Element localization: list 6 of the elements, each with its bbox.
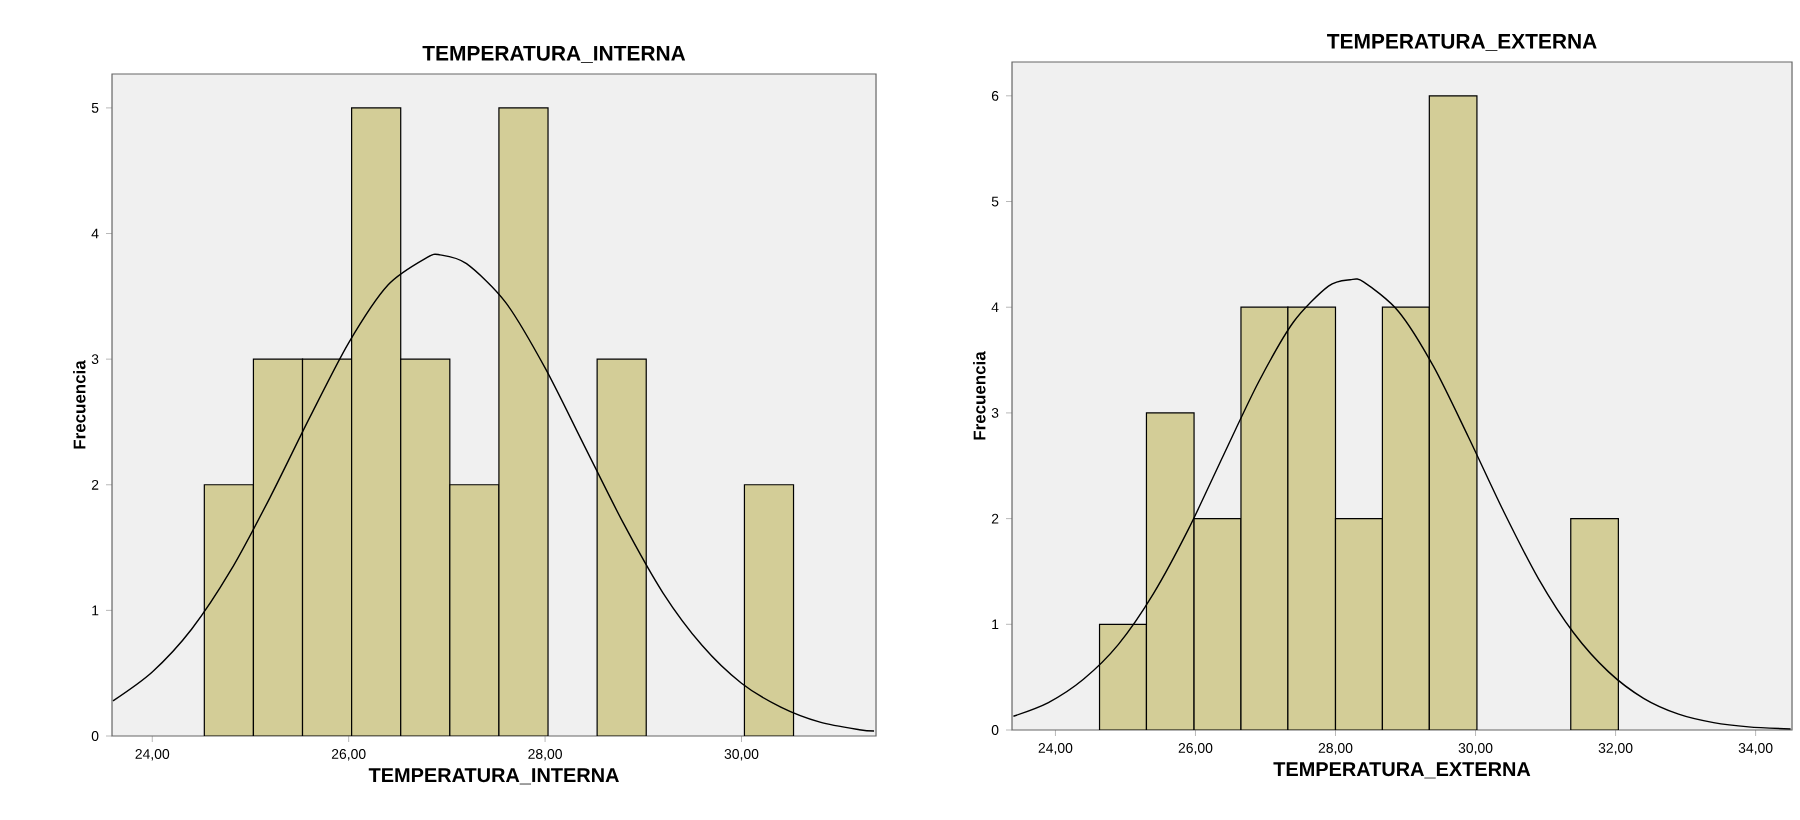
chart-title: TEMPERATURA_INTERNA [422,46,686,63]
chart-title: TEMPERATURA_EXTERNA [1327,34,1597,52]
x-axis-title: TEMPERATURA_EXTERNA [1273,762,1531,779]
x-axis-title: TEMPERATURA_INTERNA [368,768,619,785]
y-axis-title: Frecuencia [973,351,986,440]
y-axis-title: Frecuencia [73,360,86,449]
